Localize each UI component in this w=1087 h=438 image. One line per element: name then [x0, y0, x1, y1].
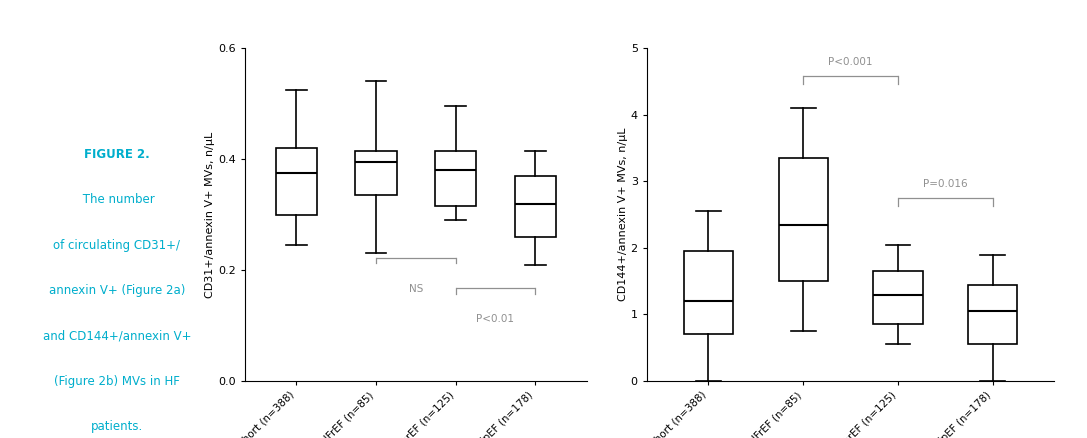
Text: The number: The number [79, 193, 154, 206]
PathPatch shape [514, 176, 555, 237]
Text: of circulating CD31+/: of circulating CD31+/ [53, 239, 180, 252]
PathPatch shape [684, 251, 733, 335]
Text: FIGURE 2.: FIGURE 2. [84, 148, 150, 161]
Y-axis label: CD31+/annexin V+ MVs, n/μL: CD31+/annexin V+ MVs, n/μL [205, 131, 215, 298]
Text: NS: NS [409, 284, 423, 294]
Text: P<0.01: P<0.01 [476, 314, 514, 325]
PathPatch shape [276, 148, 317, 215]
Text: P<0.001: P<0.001 [828, 57, 873, 67]
Text: P=0.016: P=0.016 [923, 179, 967, 189]
PathPatch shape [435, 151, 476, 206]
Text: patients.: patients. [90, 420, 143, 433]
Text: and CD144+/annexin V+: and CD144+/annexin V+ [42, 329, 191, 343]
PathPatch shape [969, 285, 1017, 344]
PathPatch shape [355, 151, 397, 195]
Y-axis label: CD144+/annexin V+ MVs, n/μL: CD144+/annexin V+ MVs, n/μL [617, 128, 628, 301]
Text: annexin V+ (Figure 2a): annexin V+ (Figure 2a) [49, 284, 185, 297]
PathPatch shape [873, 271, 923, 325]
Text: (Figure 2b) MVs in HF: (Figure 2b) MVs in HF [54, 375, 179, 388]
PathPatch shape [778, 158, 828, 281]
